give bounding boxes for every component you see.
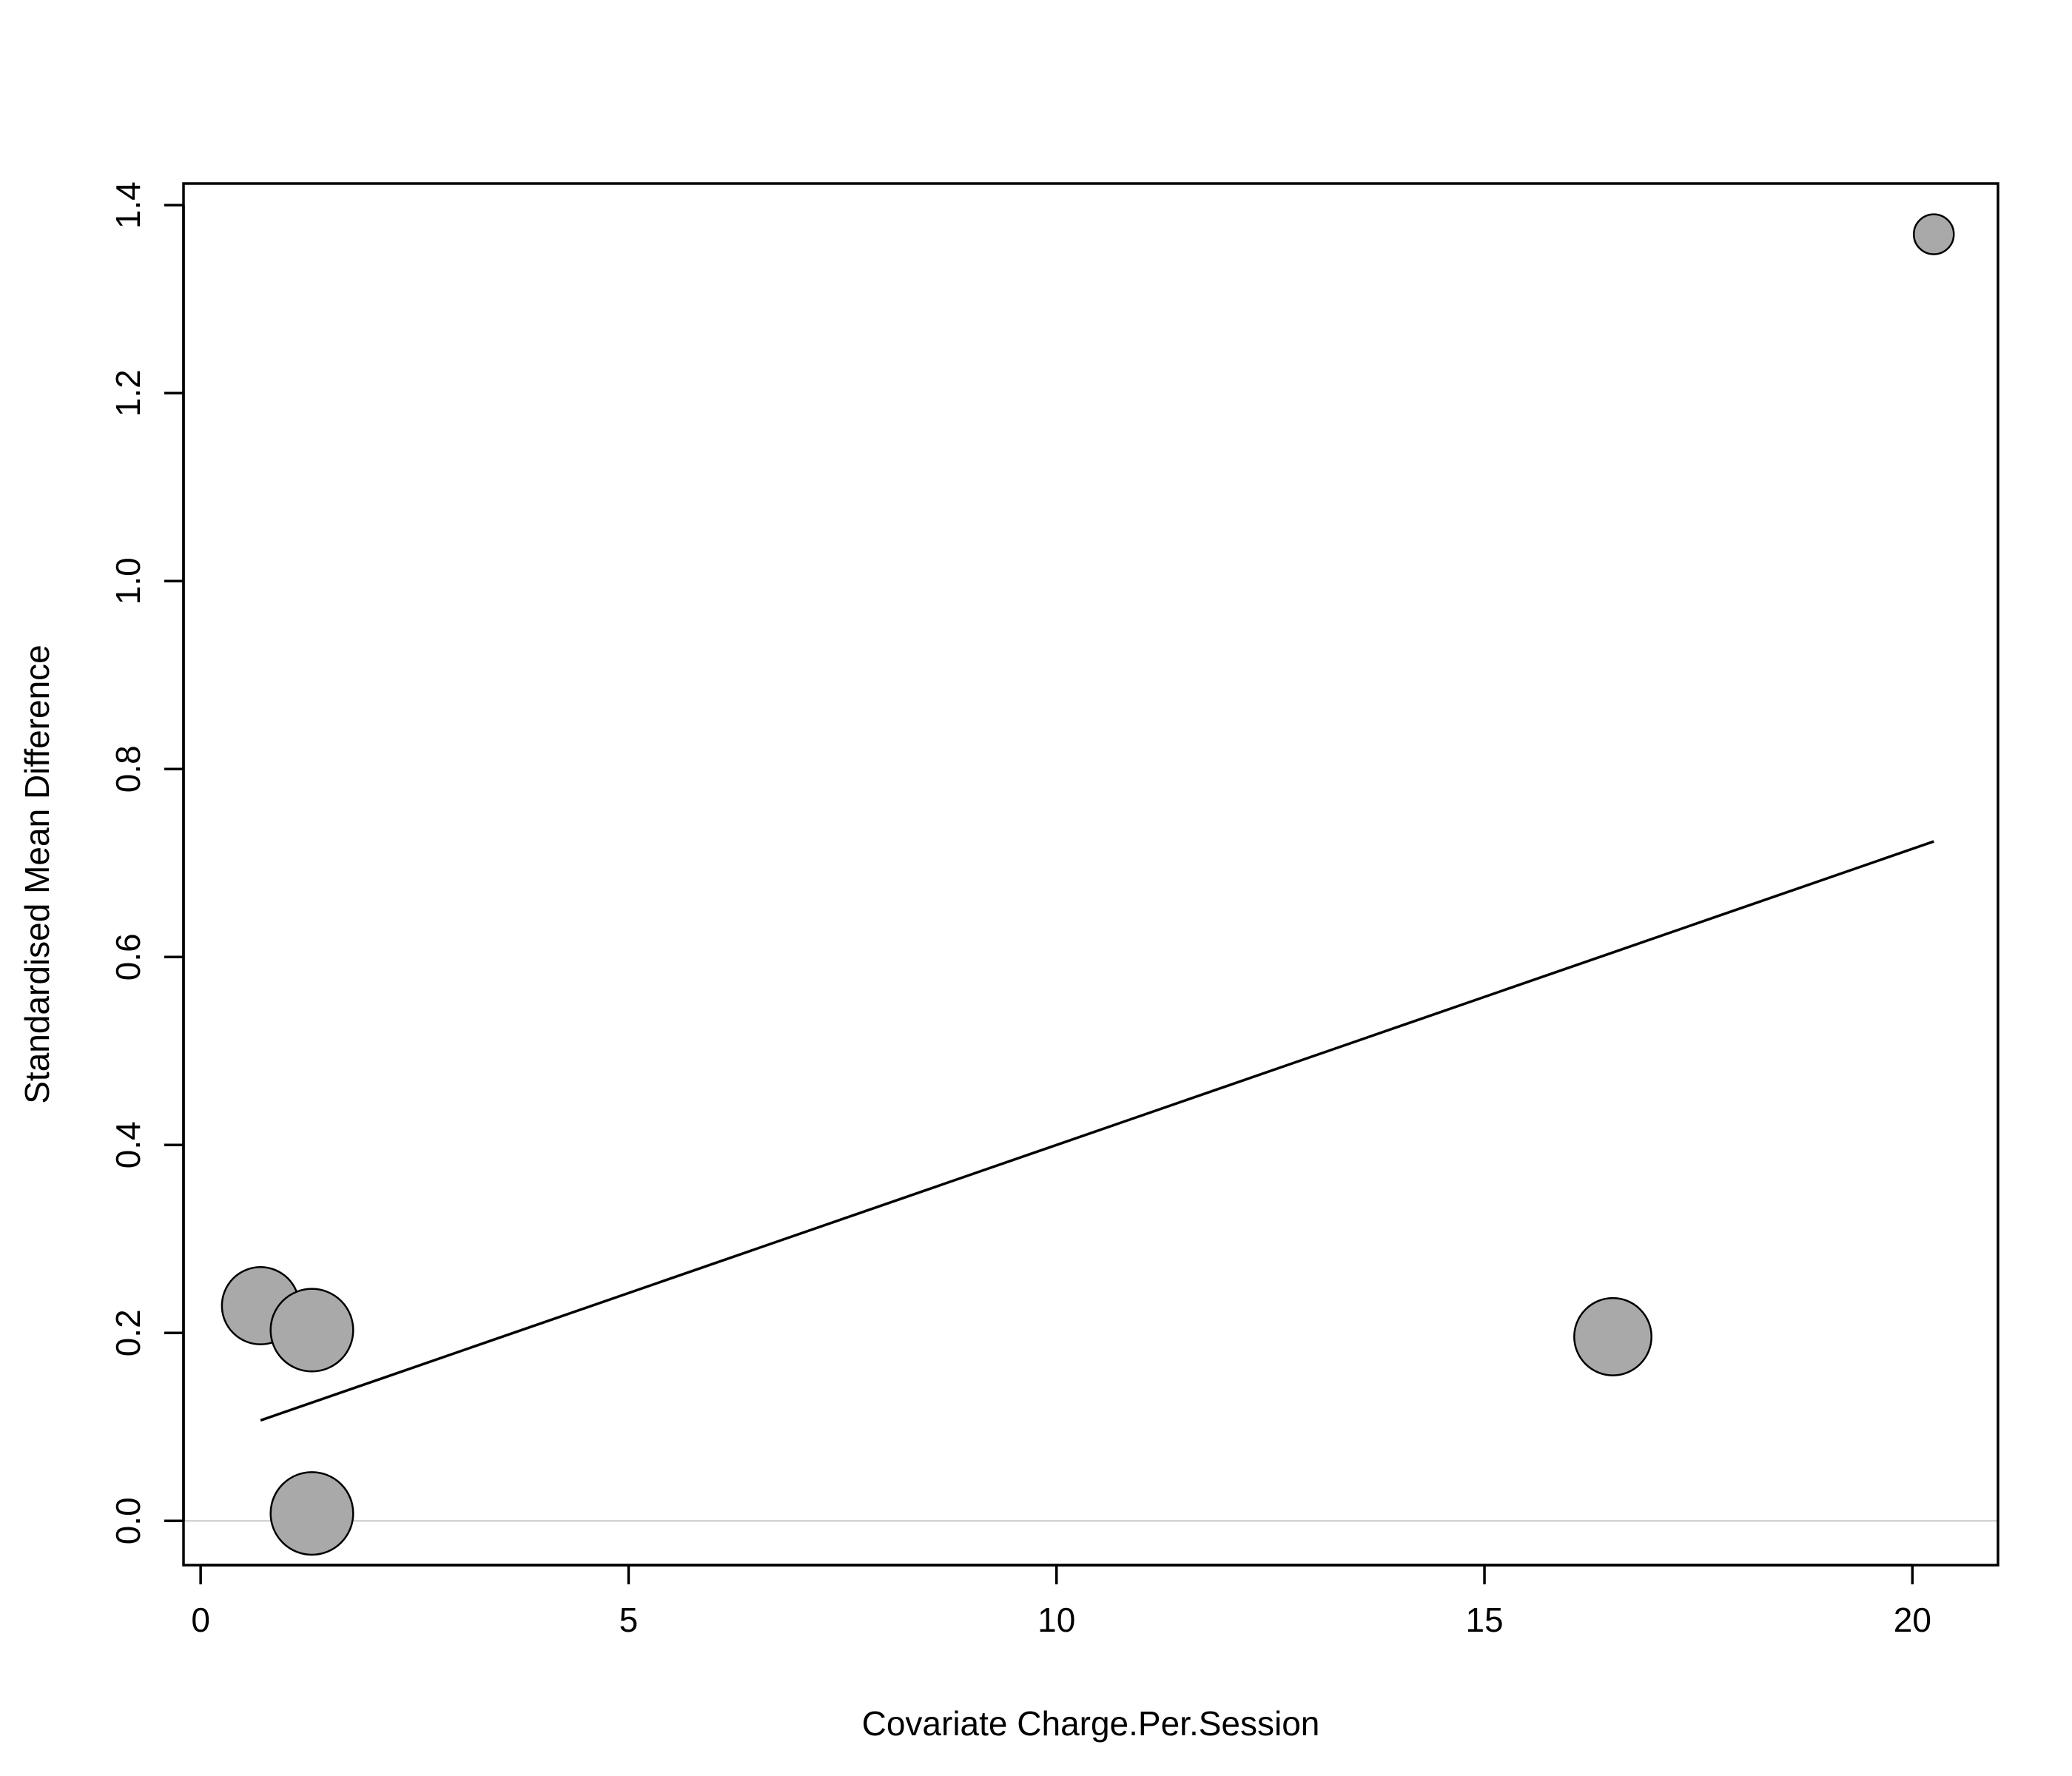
x-tick-label: 15 [1465,1601,1503,1639]
y-tick-label: 1.2 [109,369,147,417]
data-point-4 [1573,1296,1652,1376]
y-tick-label: 0.2 [109,1309,147,1356]
x-axis-label: Covariate Charge.Per.Session [862,1704,1320,1743]
x-tick-label: 5 [619,1601,639,1639]
y-tick-label: 1.0 [109,557,147,605]
x-tick-label: 0 [191,1601,210,1639]
data-points [221,213,1955,1556]
data-point-2 [269,1288,354,1373]
regression-line [260,840,1934,1422]
x-axis: 0 5 10 15 20 [191,1564,1931,1639]
y-tick-label: 1.4 [109,181,147,229]
y-tick-label: 0.4 [109,1121,147,1168]
y-tick-label: 0.6 [109,933,147,980]
data-point-5 [1913,213,1955,255]
x-tick-label: 10 [1037,1601,1075,1639]
y-tick-label: 0.0 [109,1497,147,1544]
y-axis: 0.0 0.2 0.4 0.6 0.8 1.0 1.2 1.4 [109,181,185,1544]
x-tick-label: 20 [1894,1601,1931,1639]
data-point-3 [269,1471,354,1556]
y-axis-label: Standardised Mean Difference [18,645,56,1104]
y-tick-label: 0.8 [109,745,147,793]
